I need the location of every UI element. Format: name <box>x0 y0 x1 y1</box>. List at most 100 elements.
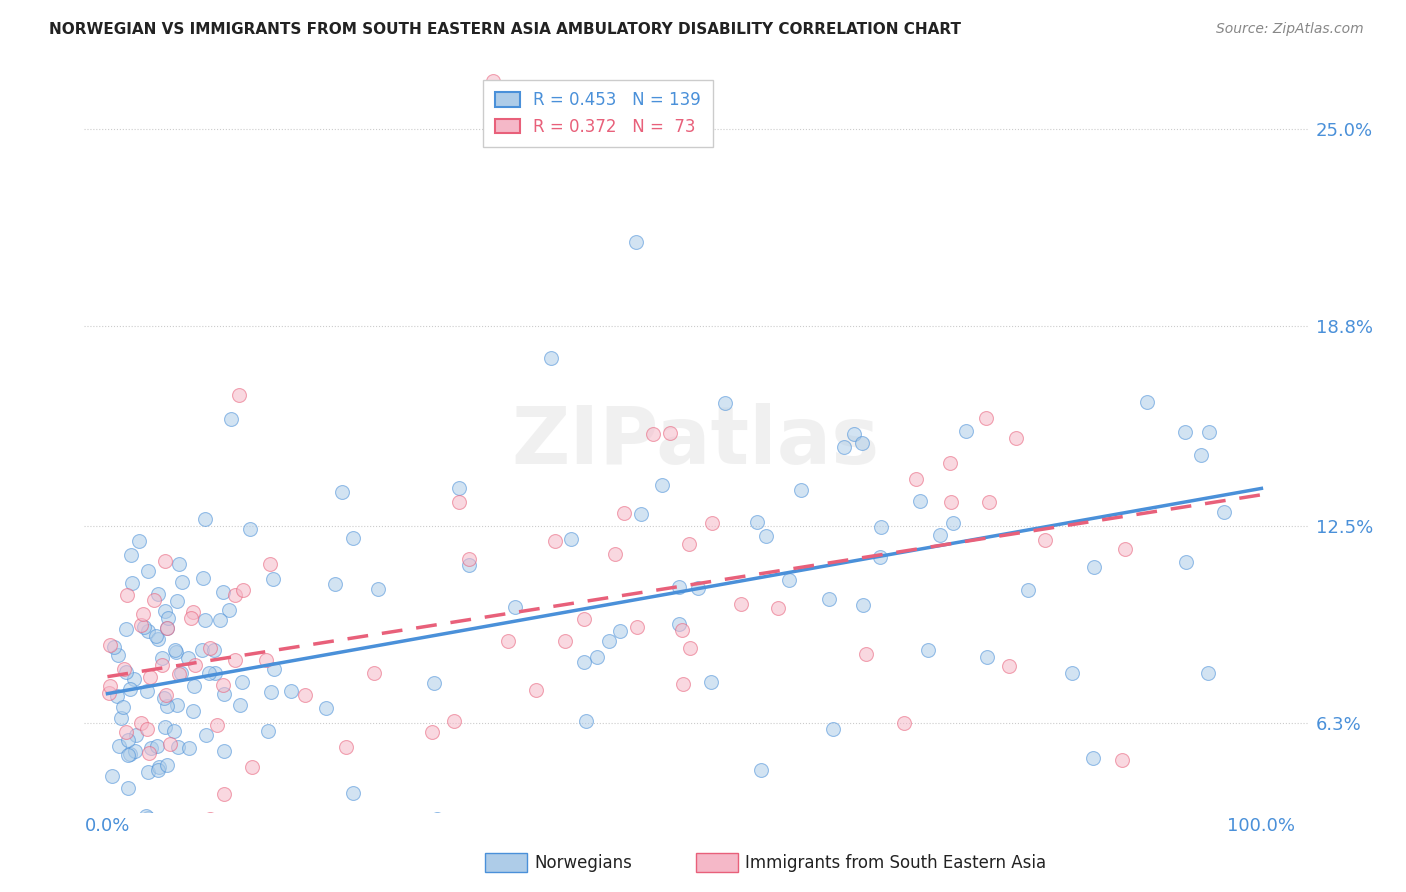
Point <box>167 739 190 754</box>
Point <box>103 640 125 654</box>
Point <box>457 558 479 573</box>
Point <box>842 427 865 442</box>
Point <box>132 607 155 622</box>
Point <box>146 739 169 753</box>
Point <box>671 623 693 637</box>
Point <box>172 575 194 590</box>
Point <box>668 616 690 631</box>
Point <box>138 746 160 760</box>
Point <box>974 411 997 425</box>
Point <box>108 739 131 753</box>
Point <box>231 675 253 690</box>
Point <box>908 494 931 508</box>
Point <box>575 714 598 729</box>
Point <box>166 698 188 712</box>
Point <box>262 573 284 587</box>
Point <box>443 714 465 728</box>
Point <box>1189 448 1212 462</box>
Point <box>586 649 609 664</box>
Text: NORWEGIAN VS IMMIGRANTS FROM SOUTH EASTERN ASIA AMBULATORY DISABILITY CORRELATIO: NORWEGIAN VS IMMIGRANTS FROM SOUTH EASTE… <box>49 22 962 37</box>
Point <box>482 74 505 88</box>
Point <box>181 853 204 867</box>
Point <box>139 741 162 756</box>
Point <box>174 884 197 892</box>
Point <box>917 642 939 657</box>
Point <box>929 528 952 542</box>
Point <box>540 351 562 365</box>
Text: ZIPatlas: ZIPatlas <box>512 402 880 481</box>
Point <box>183 679 205 693</box>
Point <box>229 698 252 712</box>
Point <box>156 621 179 635</box>
Point <box>651 477 673 491</box>
Point <box>136 722 159 736</box>
Point <box>136 624 159 638</box>
Point <box>609 624 631 639</box>
Point <box>852 598 875 612</box>
Point <box>1060 666 1083 681</box>
Point <box>700 516 723 530</box>
Point <box>505 600 527 615</box>
Point <box>124 673 146 687</box>
Point <box>1198 425 1220 440</box>
Point <box>572 611 595 625</box>
Point <box>115 588 138 602</box>
Point <box>605 547 627 561</box>
Point <box>458 552 481 566</box>
Point <box>121 575 143 590</box>
Point <box>893 715 915 730</box>
Point <box>1114 541 1136 556</box>
Point <box>129 618 152 632</box>
Point <box>423 676 446 690</box>
Point <box>221 411 243 425</box>
Point <box>544 534 567 549</box>
Point <box>107 690 129 704</box>
Point <box>157 611 180 625</box>
Point <box>191 852 214 866</box>
Point <box>214 744 236 758</box>
Point <box>118 747 141 761</box>
Point <box>134 620 156 634</box>
Point <box>823 722 845 736</box>
Point <box>1004 431 1026 445</box>
Point <box>111 700 134 714</box>
Point <box>115 725 138 739</box>
Point <box>1197 666 1219 681</box>
Point <box>280 684 302 698</box>
Point <box>367 582 389 597</box>
Point <box>148 763 170 777</box>
Point <box>181 606 204 620</box>
Point <box>870 520 893 534</box>
Point <box>714 396 737 410</box>
Point <box>668 580 690 594</box>
Point <box>191 571 214 585</box>
Point <box>749 763 772 777</box>
Point <box>145 629 167 643</box>
Point <box>136 765 159 780</box>
Point <box>342 786 364 800</box>
Point <box>1175 555 1198 569</box>
Point <box>256 724 278 739</box>
Point <box>869 549 891 564</box>
Point <box>242 869 264 883</box>
Point <box>149 827 172 841</box>
Point <box>150 650 173 665</box>
Point <box>1017 583 1039 598</box>
Point <box>232 583 254 598</box>
Point <box>323 577 346 591</box>
Point <box>977 495 1000 509</box>
Point <box>208 613 231 627</box>
Point <box>613 507 636 521</box>
Point <box>169 557 191 571</box>
Point <box>155 688 177 702</box>
Point <box>1212 505 1234 519</box>
Point <box>136 564 159 578</box>
Point <box>170 665 193 680</box>
Point <box>110 711 132 725</box>
Point <box>330 485 353 500</box>
Point <box>166 594 188 608</box>
Point <box>626 620 648 634</box>
Point <box>194 728 217 742</box>
Point <box>560 532 582 546</box>
Point <box>342 531 364 545</box>
